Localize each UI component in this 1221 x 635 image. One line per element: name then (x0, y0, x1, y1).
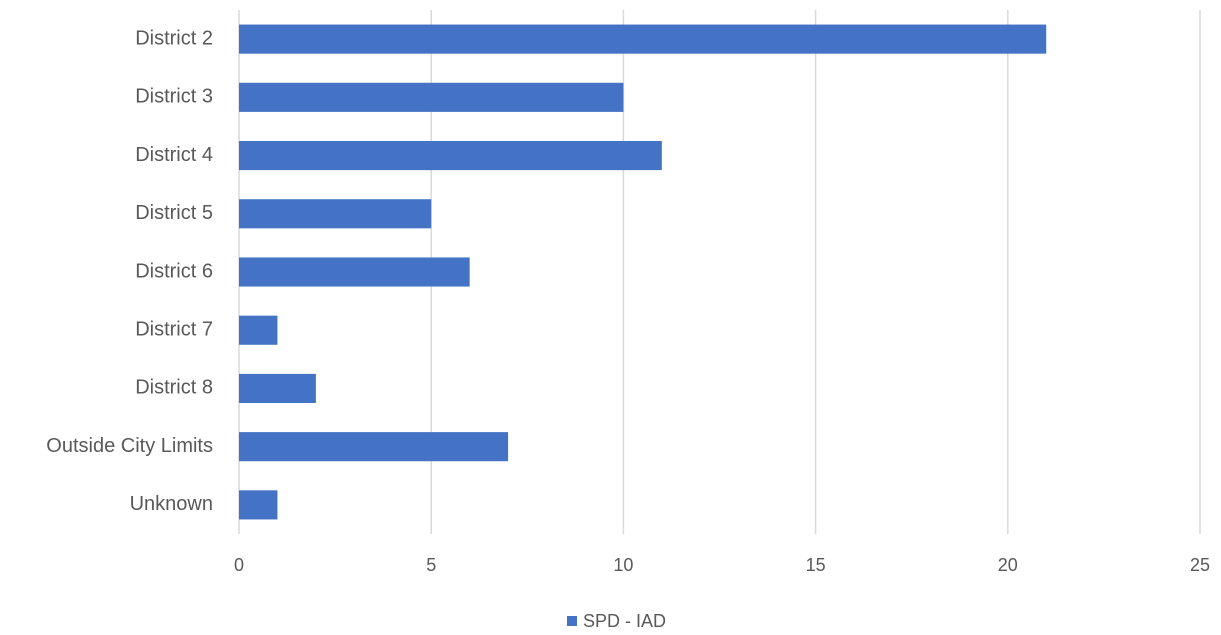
bar (239, 315, 278, 345)
y-tick-label: District 4 (135, 144, 213, 166)
x-tick-label: 10 (613, 555, 633, 575)
bar (239, 490, 278, 520)
y-tick-label: Outside City Limits (46, 435, 213, 457)
y-tick-label: District 8 (135, 377, 213, 399)
y-tick-label: District 5 (135, 202, 213, 224)
bar (239, 257, 470, 287)
bar (239, 199, 432, 229)
x-tick-label: 20 (998, 555, 1018, 575)
bar (239, 373, 316, 403)
legend-label: SPD - IAD (583, 611, 666, 631)
bar (239, 432, 509, 462)
x-tick-label: 5 (426, 555, 436, 575)
x-tick-label: 15 (806, 555, 826, 575)
y-tick-label: District 6 (135, 260, 213, 282)
x-tick-label: 25 (1190, 555, 1210, 575)
bar (239, 24, 1047, 54)
bar (239, 141, 662, 171)
x-tick-label: 0 (234, 555, 244, 575)
legend-swatch (567, 616, 577, 626)
y-tick-label: District 7 (135, 319, 213, 341)
y-tick-label: District 3 (135, 86, 213, 108)
y-tick-label: District 2 (135, 27, 213, 49)
y-tick-label: Unknown (130, 493, 213, 515)
bar (239, 82, 624, 112)
